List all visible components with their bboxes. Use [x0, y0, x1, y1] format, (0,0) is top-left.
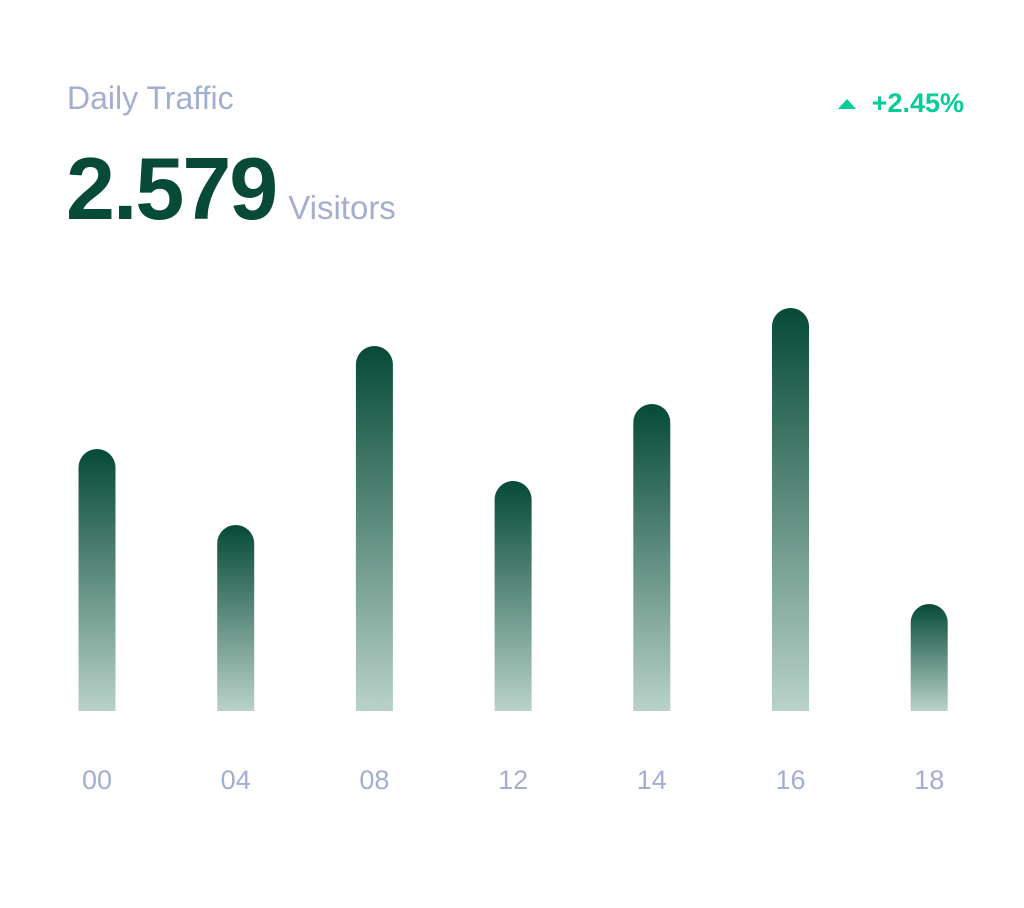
- x-tick-label: 12: [498, 765, 528, 795]
- bar-00: [78, 449, 116, 711]
- x-tick-label: 16: [775, 765, 805, 795]
- bar-16: [772, 308, 809, 711]
- bar-04: [217, 525, 255, 711]
- x-tick-label: 00: [82, 765, 112, 795]
- x-tick-label: 08: [359, 765, 389, 795]
- visitor-unit: Visitors: [288, 189, 396, 226]
- triangle-up-icon: [837, 98, 856, 109]
- change-indicator: +2.45%: [837, 88, 964, 119]
- bar-18: [910, 604, 948, 711]
- chart-title: Daily Traffic: [67, 80, 234, 116]
- bar-14: [633, 404, 671, 711]
- visitor-total: 2.579 Visitors: [66, 138, 396, 240]
- x-tick-label: 04: [221, 765, 251, 795]
- change-value: +2.45%: [871, 88, 964, 118]
- bar-12: [494, 481, 532, 711]
- x-tick-label: 18: [914, 765, 944, 795]
- bar-08: [355, 346, 393, 711]
- x-tick-label: 14: [637, 765, 667, 795]
- visitor-count: 2.579: [66, 139, 278, 238]
